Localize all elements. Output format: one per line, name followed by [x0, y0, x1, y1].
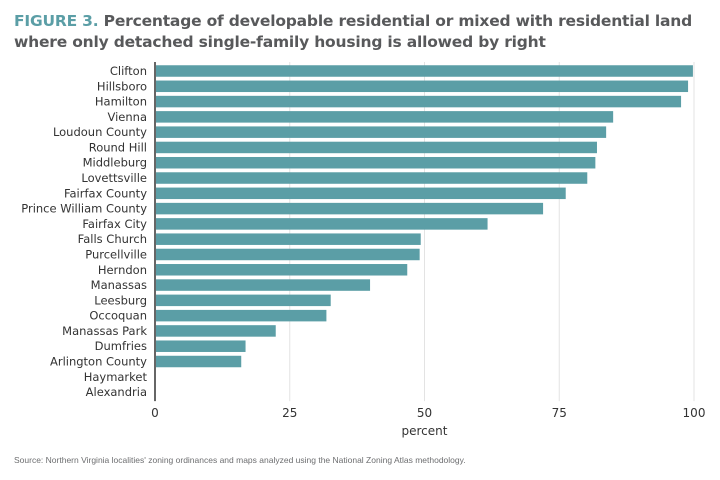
bar-herndon: [156, 264, 408, 276]
bar-manassas-park: [156, 325, 276, 337]
x-tick-label: 50: [417, 406, 432, 420]
category-label: Fairfax City: [82, 217, 147, 231]
category-label: Occoquan: [89, 309, 147, 323]
bar-arlington-county: [156, 355, 242, 368]
bar-dumfries: [156, 340, 246, 352]
category-label: Manassas: [91, 278, 147, 292]
bar-occoquan: [156, 309, 327, 322]
category-label: Alexandria: [86, 385, 147, 399]
category-label: Falls Church: [78, 232, 147, 246]
bar-fairfax-county: [156, 187, 566, 200]
figure-label: FIGURE 3.: [14, 12, 99, 30]
x-tick-label: 100: [683, 406, 706, 420]
category-label: Vienna: [107, 110, 147, 124]
bar-clifton: [156, 65, 693, 77]
category-label: Herndon: [98, 263, 147, 277]
category-label: Clifton: [110, 64, 147, 78]
bar-middleburg: [156, 156, 596, 169]
bar-loudoun-county: [156, 126, 607, 138]
x-tick-label: 75: [552, 406, 567, 420]
category-label: Haymarket: [84, 370, 148, 384]
category-label: Hillsboro: [97, 79, 147, 93]
category-label: Dumfries: [95, 339, 147, 353]
bar-hillsboro: [156, 80, 689, 93]
category-label: Loudoun County: [53, 125, 147, 139]
bar-manassas: [156, 279, 371, 291]
bar-leesburg: [156, 294, 331, 307]
bar-round-hill: [156, 141, 597, 154]
category-label: Prince William County: [21, 202, 147, 216]
x-axis-label: percent: [402, 424, 448, 438]
category-label: Lovettsville: [81, 171, 147, 185]
category-label: Arlington County: [50, 355, 147, 369]
category-label: Fairfax County: [64, 186, 147, 200]
category-label: Purcellville: [85, 247, 147, 261]
x-tick-label: 0: [151, 406, 159, 420]
category-label: Middleburg: [83, 156, 147, 170]
bar-purcellville: [156, 248, 420, 261]
title-text: Percentage of developable residential or…: [14, 12, 693, 51]
category-label: Hamilton: [95, 95, 147, 109]
bar-vienna: [156, 111, 614, 123]
bar-lovettsville: [156, 172, 588, 184]
source-note: Source: Northern Virginia localities' zo…: [14, 455, 466, 465]
x-tick-label: 25: [282, 406, 297, 420]
bar-prince-william-county: [156, 202, 544, 215]
bar-fairfax-city: [156, 218, 488, 230]
category-label: Manassas Park: [62, 324, 147, 338]
category-label: Leesburg: [94, 293, 147, 307]
category-label: Round Hill: [89, 140, 147, 154]
bar-falls-church: [156, 233, 421, 245]
bar-hamilton: [156, 95, 682, 108]
chart-title: FIGURE 3. Percentage of developable resi…: [14, 11, 714, 53]
